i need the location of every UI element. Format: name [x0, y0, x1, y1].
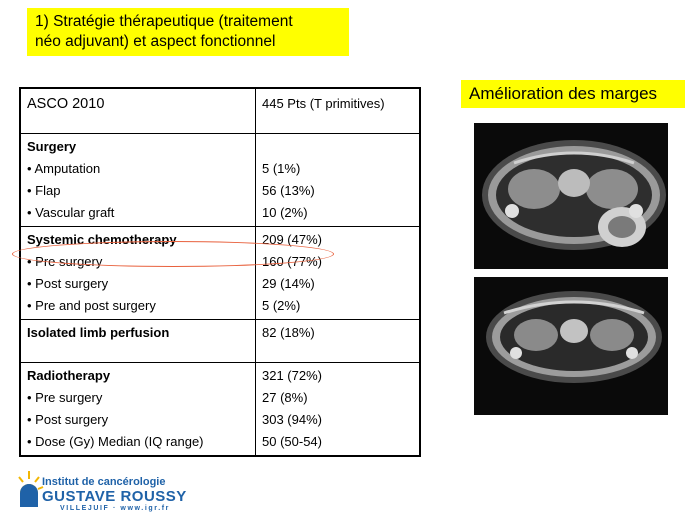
- sun-icon: [18, 471, 44, 507]
- table-row-radiotherapy: Radiotherapy • Pre surgery • Post surger…: [19, 362, 421, 457]
- item-value: 5 (2%): [262, 298, 301, 313]
- item-value: 10 (2%): [262, 205, 308, 220]
- highlight-ellipse: [12, 241, 334, 267]
- section-value: [262, 136, 413, 158]
- item-value: 50 (50-54): [262, 434, 322, 449]
- section-heading: Isolated limb perfusion: [27, 325, 170, 340]
- mri-scan-top: [474, 123, 668, 269]
- subtitle-label: Amélioration des marges: [461, 80, 685, 108]
- table-header-value: 445 Pts (T primitives): [255, 87, 421, 134]
- table-header-label: ASCO 2010: [19, 87, 256, 134]
- section-value: 321 (72%): [262, 368, 322, 383]
- list-item: • Amputation: [27, 161, 101, 176]
- section-heading: Surgery: [27, 139, 77, 154]
- list-item: • Vascular graft: [27, 205, 115, 220]
- gustave-roussy-logo: [18, 471, 44, 507]
- table-row-limb-perfusion: Isolated limb perfusion 82 (18%): [19, 319, 421, 363]
- list-item: • Post surgery: [27, 276, 109, 291]
- table-row-surgery: Surgery • Amputation • Flap • Vascular g…: [19, 133, 421, 227]
- table-header-row: ASCO 2010 445 Pts (T primitives): [19, 87, 421, 134]
- list-item: • Pre and post surgery: [27, 298, 156, 313]
- section-heading: Radiotherapy: [27, 368, 111, 383]
- logo-line3: VILLEJUIF · www.igr.fr: [60, 505, 171, 512]
- slide-title: 1) Stratégie thérapeutique (traitement n…: [27, 8, 349, 56]
- table-row-chemotherapy: Systemic chemotherapy • Pre surgery • Po…: [19, 226, 421, 320]
- slide-title-line1: 1) Stratégie thérapeutique (traitement: [35, 13, 293, 30]
- list-item: • Flap: [27, 183, 61, 198]
- item-value: 303 (94%): [262, 412, 322, 427]
- item-value: 29 (14%): [262, 276, 315, 291]
- treatment-table: ASCO 2010 445 Pts (T primitives) Surgery…: [19, 87, 421, 457]
- mri-scan-bottom: [474, 277, 668, 415]
- item-value: 5 (1%): [262, 161, 301, 176]
- item-value: 27 (8%): [262, 390, 308, 405]
- slide-title-line2: néo adjuvant) et aspect fonctionnel: [35, 33, 276, 50]
- list-item: • Dose (Gy) Median (IQ range): [27, 434, 204, 449]
- section-value: 82 (18%): [262, 325, 315, 340]
- list-item: • Pre surgery: [27, 390, 103, 405]
- logo-line2: GUSTAVE ROUSSY: [42, 488, 187, 505]
- list-item: • Post surgery: [27, 412, 109, 427]
- item-value: 56 (13%): [262, 183, 315, 198]
- logo-line1: Institut de cancérologie: [42, 476, 166, 488]
